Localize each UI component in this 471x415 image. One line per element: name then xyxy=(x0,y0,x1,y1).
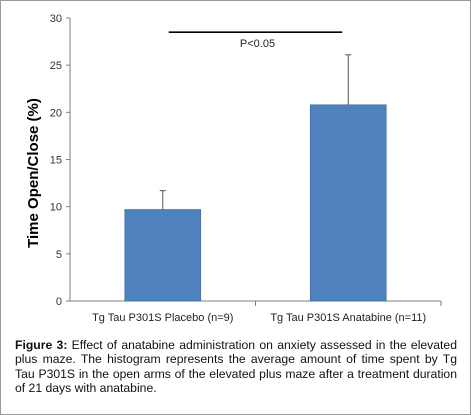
bar-chart: Time Open/Close (%) 0 5 10 15 20 25 30 Tg Tau P… xyxy=(1,1,470,336)
y-tick-label: 0 xyxy=(56,296,62,308)
caption-label: Figure 3: xyxy=(15,338,68,352)
significance-label: P<0.05 xyxy=(240,38,275,50)
y-tick-label: 5 xyxy=(56,249,62,261)
caption-text: Effect of anatabine administration on an… xyxy=(15,338,457,396)
chart-svg: Time Open/Close (%) 0 5 10 15 20 25 30 Tg Tau P… xyxy=(25,13,442,324)
y-tick-label: 30 xyxy=(50,13,62,25)
x-category-label: Tg Tau P301S Anatabine (n=11) xyxy=(270,312,426,324)
y-tick-label: 10 xyxy=(50,202,62,214)
figure-caption: Figure 3: Effect of anatabine administra… xyxy=(15,338,457,396)
y-axis-label: Time Open/Close (%) xyxy=(25,98,42,248)
y-tick-label: 25 xyxy=(50,60,62,72)
y-tick-label: 20 xyxy=(50,107,62,119)
x-category-label: Tg Tau P301S Placebo (n=9) xyxy=(92,312,233,324)
y-tick-label: 15 xyxy=(50,155,62,167)
bar xyxy=(124,209,202,302)
bar xyxy=(309,104,387,302)
